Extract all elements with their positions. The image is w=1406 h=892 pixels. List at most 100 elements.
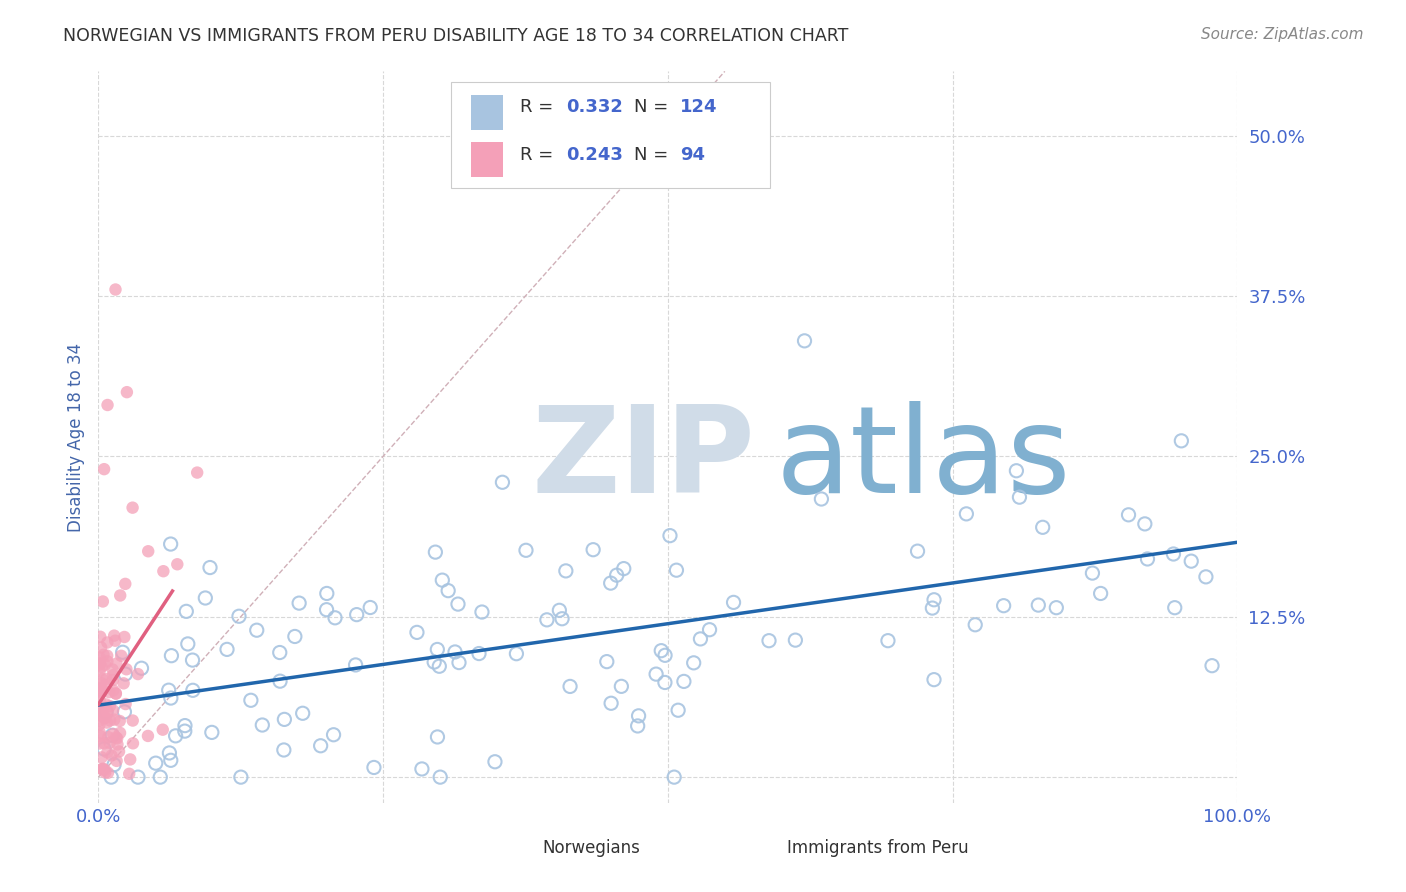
Point xyxy=(505,647,527,661)
Point xyxy=(907,544,929,558)
Point xyxy=(115,385,138,400)
Point xyxy=(90,685,112,699)
Point xyxy=(662,770,685,784)
Point xyxy=(90,750,112,764)
Point xyxy=(107,738,129,752)
Point xyxy=(104,633,127,648)
Point xyxy=(121,714,143,728)
Point xyxy=(1026,598,1049,612)
Point xyxy=(186,466,208,480)
Point xyxy=(94,765,117,780)
Point xyxy=(447,597,470,611)
Point xyxy=(645,667,668,681)
Point xyxy=(93,742,115,756)
Point xyxy=(136,544,159,558)
Point xyxy=(1133,516,1156,531)
Point xyxy=(627,719,650,733)
Point xyxy=(91,762,114,776)
Text: Source: ZipAtlas.com: Source: ZipAtlas.com xyxy=(1201,27,1364,42)
Point xyxy=(606,568,628,582)
Point xyxy=(101,663,124,677)
Point xyxy=(108,589,131,603)
Point xyxy=(198,560,221,574)
Point xyxy=(1081,566,1104,580)
FancyBboxPatch shape xyxy=(748,838,779,859)
Point xyxy=(112,705,135,719)
Point xyxy=(1118,508,1140,522)
Point xyxy=(344,657,367,672)
Point xyxy=(1032,520,1054,534)
Point xyxy=(97,765,120,780)
Point xyxy=(105,657,128,671)
Point xyxy=(89,694,111,708)
Point xyxy=(551,612,574,626)
Point xyxy=(98,685,121,699)
Point xyxy=(111,645,134,659)
Point xyxy=(1164,600,1187,615)
Text: Immigrants from Peru: Immigrants from Peru xyxy=(787,839,969,857)
Point xyxy=(127,770,149,784)
Point xyxy=(93,648,115,662)
Point xyxy=(110,648,132,663)
Point xyxy=(103,727,125,741)
Point xyxy=(427,659,450,673)
Point xyxy=(252,718,274,732)
Point xyxy=(114,667,136,681)
FancyBboxPatch shape xyxy=(503,838,534,859)
Point xyxy=(96,654,118,668)
Point xyxy=(177,637,200,651)
Point xyxy=(94,705,117,719)
Point xyxy=(93,736,115,750)
Point xyxy=(429,770,451,784)
Point xyxy=(181,653,204,667)
Point xyxy=(97,730,120,744)
Point xyxy=(447,656,470,670)
Point xyxy=(94,678,117,692)
Point xyxy=(194,591,217,605)
Y-axis label: Disability Age 18 to 34: Disability Age 18 to 34 xyxy=(66,343,84,532)
Text: N =: N = xyxy=(634,98,673,116)
Point xyxy=(105,731,128,745)
Point xyxy=(104,687,127,701)
Point xyxy=(91,594,114,608)
Point xyxy=(98,736,121,750)
Point xyxy=(596,655,619,669)
Point xyxy=(269,646,291,660)
Point xyxy=(90,704,112,718)
Point xyxy=(90,672,112,686)
Point xyxy=(491,475,513,490)
Point xyxy=(173,724,195,739)
Point xyxy=(921,601,943,615)
Point xyxy=(157,746,180,760)
Point xyxy=(548,603,571,617)
Point xyxy=(993,599,1015,613)
Point xyxy=(536,613,558,627)
Point xyxy=(105,731,128,746)
Point xyxy=(89,729,111,743)
Point xyxy=(127,667,149,681)
Point xyxy=(89,736,111,750)
Point xyxy=(229,770,252,784)
Point xyxy=(89,664,111,678)
Point xyxy=(558,680,581,694)
Point xyxy=(650,643,672,657)
Point xyxy=(1136,552,1159,566)
Point xyxy=(359,600,381,615)
Text: 0.243: 0.243 xyxy=(567,146,623,164)
Point xyxy=(659,528,682,542)
Text: R =: R = xyxy=(520,98,558,116)
Point xyxy=(103,757,125,772)
Point xyxy=(94,763,117,777)
Point xyxy=(654,675,676,690)
Point xyxy=(104,686,127,700)
Point xyxy=(228,609,250,624)
Point xyxy=(922,673,945,687)
Point xyxy=(665,563,688,577)
Point xyxy=(118,766,141,780)
Point xyxy=(323,611,346,625)
Point xyxy=(554,564,576,578)
Point xyxy=(93,462,115,476)
Point xyxy=(115,662,138,676)
Point xyxy=(654,648,676,663)
Point xyxy=(284,630,307,644)
